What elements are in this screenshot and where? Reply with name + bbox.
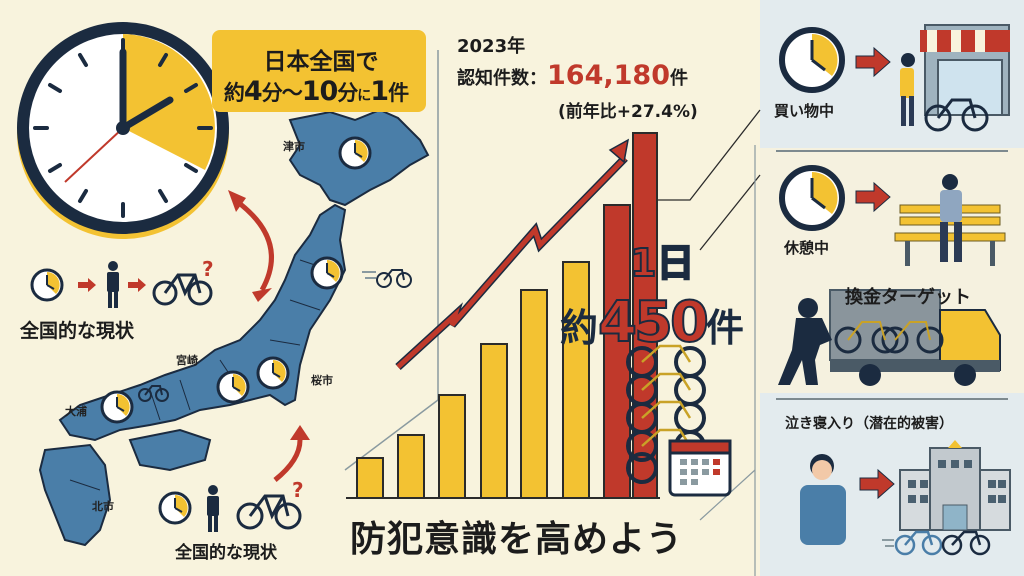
bar-chart [340,120,660,500]
chart-bar [520,289,548,497]
headline-unit: 分 [337,81,358,105]
divider [776,398,1008,400]
stats-count-unit: 件 [669,68,688,89]
headline-unit: 件 [388,81,409,105]
map-label: 大浦 [65,405,87,418]
daily-unit: 件 [705,306,744,350]
headline-prefix: 約 [223,81,245,105]
trend-arrow-icon [395,138,630,370]
chart-bar [438,394,466,497]
stats-year: 2023年 [457,36,526,57]
slogan: 防犯意識を高めよう [350,519,684,560]
map-label: 北市 [92,500,114,513]
headline-number: 4 [243,76,263,107]
scenario-label-resale: 換金ターゲット [845,287,971,308]
map-label: 桜市 [311,374,333,387]
daily-prefix: 約 [560,306,599,350]
large-clock-icon [17,22,229,239]
stats-yoy: (前年比+27.4%) [558,102,698,122]
bike-stack-icon [626,344,706,484]
headline-tilde: 〜 [281,81,303,105]
status-icons: ? ? [78,257,412,532]
chart-bar [480,343,508,497]
headline-number: 10 [301,76,339,107]
stats-line: 認知件数：164,180件 [457,60,688,91]
daily-line1: 1日 [629,240,695,286]
scenario-label-unreported: 泣き寝入り（潜在的被害） [785,416,953,432]
headline-line2: 約4分〜10分に1件 [206,76,426,107]
stats-count: 164,180 [547,60,670,91]
map-label: 宮崎 [176,354,198,367]
calendar-icon [668,439,732,497]
divider [776,150,1008,152]
chart-baseline [346,497,660,499]
headline-unit: 分 [261,81,283,105]
svg-text:?: ? [202,257,214,281]
scenario-label-shopping: 買い物中 [774,102,835,120]
daily-line2: 約450件 [560,289,744,356]
daily-number: 450 [597,289,710,356]
headline-banner [212,30,426,112]
headline-number: 1 [370,76,389,107]
headline-line1: 日本全国で [263,49,379,75]
scenario-label-resting: 休憩中 [784,239,830,257]
stats-label: 認知件数： [457,68,547,89]
map-label: 津市 [283,140,305,153]
headline-particle: に [357,88,371,104]
chart-bar [562,261,590,497]
status-label-bottom: 全国的な現状 [175,543,277,563]
scenario-illustrations [778,24,1011,556]
status-label-top: 全国的な現状 [20,320,135,342]
svg-text:?: ? [292,478,304,502]
chart-bar [397,434,425,497]
chart-bar [356,457,384,497]
